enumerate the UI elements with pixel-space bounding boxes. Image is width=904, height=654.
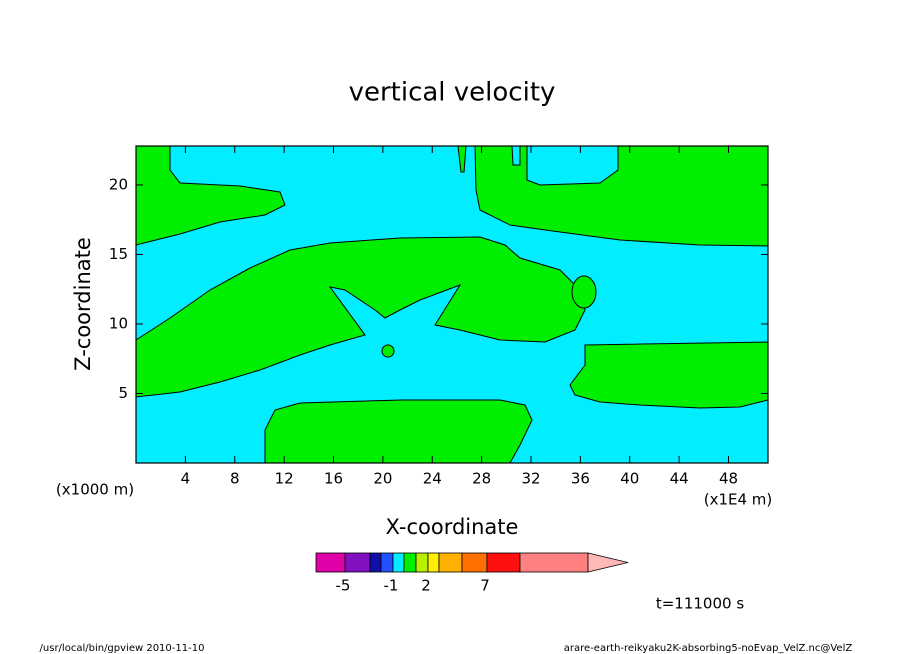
x-tick-label: 36: [571, 470, 590, 488]
colorbar-segment: [519, 552, 589, 573]
time-label: t=111000 s: [656, 595, 744, 613]
x-tick-label: 48: [719, 470, 738, 488]
x-tick-label: 16: [324, 470, 343, 488]
contour-region: [135, 145, 286, 246]
x-tick-label: 32: [521, 470, 540, 488]
x-tick-label: 28: [472, 470, 491, 488]
x-tick-label: 4: [181, 470, 191, 488]
y-unit: (x1000 m): [56, 481, 134, 499]
colorbar-tick-label: 7: [480, 577, 490, 595]
colorbar-segment: [344, 552, 371, 573]
colorbar-segment: [486, 552, 521, 573]
colorbar-segment: [415, 552, 429, 573]
x-tick-label: 40: [620, 470, 639, 488]
colorbar-extension: [587, 552, 629, 573]
y-tick-label: 5: [118, 384, 128, 402]
colorbar-segment: [403, 552, 417, 573]
footer-right: arare-earth-reikyaku2K-absorbing5-noEvap…: [564, 643, 853, 654]
chart-title: vertical velocity: [349, 78, 556, 108]
x-unit: (x1E4 m): [704, 491, 773, 509]
x-tick-label: 24: [423, 470, 442, 488]
colorbar-tick-label: 2: [421, 577, 431, 595]
footer-left: /usr/local/bin/gpview 2010-11-10: [40, 643, 205, 654]
contour-region: [571, 275, 597, 309]
colorbar-segment: [369, 552, 382, 573]
colorbar-segment: [427, 552, 440, 573]
y-tick-label: 15: [109, 245, 128, 263]
contour-region: [264, 399, 533, 464]
colorbar-segment: [461, 552, 488, 573]
x-tick-label: 44: [670, 470, 689, 488]
colorbar-tick-label: -1: [384, 577, 399, 595]
x-tick-label: 8: [230, 470, 240, 488]
x-axis-label: X-coordinate: [386, 515, 519, 539]
contour-plot: [135, 145, 769, 464]
contour-region: [474, 145, 769, 247]
colorbar-segment: [392, 552, 405, 573]
y-axis-label: Z-coordinate: [71, 237, 95, 371]
colorbar-segment: [380, 552, 394, 573]
y-tick-label: 10: [109, 314, 128, 332]
contour-region: [381, 344, 395, 358]
x-tick-label: 12: [275, 470, 294, 488]
colorbar-segment: [438, 552, 463, 573]
y-tick-label: 20: [109, 175, 128, 193]
contour-region: [135, 236, 586, 398]
colorbar-tick-label: -5: [336, 577, 351, 595]
x-tick-label: 20: [373, 470, 392, 488]
contour-region: [569, 341, 769, 409]
plot-frame: [135, 145, 769, 464]
colorbar-segment: [315, 552, 346, 573]
